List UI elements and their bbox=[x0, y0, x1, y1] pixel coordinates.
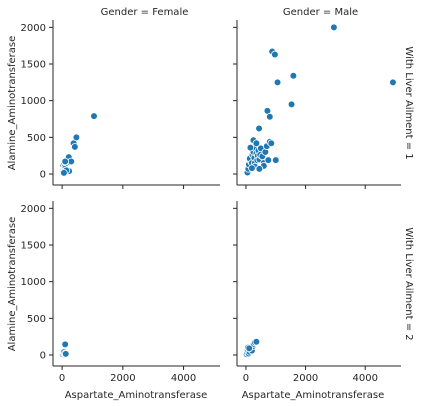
data-point bbox=[265, 113, 274, 121]
data-point bbox=[389, 78, 397, 87]
y-tick-label: 2000 bbox=[21, 23, 46, 34]
data-point bbox=[271, 50, 279, 59]
data-point bbox=[248, 164, 256, 172]
data-point bbox=[271, 156, 280, 164]
row-title-ailment-1: With Liver Ailment = 1 bbox=[403, 46, 414, 159]
x-tick-label: 2000 bbox=[293, 373, 318, 384]
data-point bbox=[289, 71, 298, 80]
data-point bbox=[72, 133, 81, 142]
facet-panel-1 bbox=[233, 20, 401, 189]
y-axis-label-top: Alamine_Aminotransferase bbox=[7, 36, 18, 171]
facet-panel-2: 0 500 1000 1500 2000 0 2000 4000 bbox=[21, 201, 220, 384]
x-tick-label: 4000 bbox=[171, 373, 196, 384]
facet-panel-3: 0 2000 4000 bbox=[233, 201, 401, 384]
data-point bbox=[60, 169, 68, 177]
data-point bbox=[90, 112, 98, 120]
x-axis-label-right: Aspartate_Aminotransferase bbox=[242, 390, 385, 401]
x-axis-label-left: Aspartate_Aminotransferase bbox=[65, 390, 208, 401]
row-title-ailment-2: With Liver Ailment = 2 bbox=[403, 227, 414, 340]
data-point bbox=[330, 23, 338, 32]
data-point bbox=[264, 156, 273, 164]
y-tick-label: 1000 bbox=[21, 96, 46, 107]
x-tick-label: 0 bbox=[243, 373, 249, 384]
column-title-female: Gender = Female bbox=[101, 7, 189, 18]
data-point bbox=[61, 350, 70, 358]
x-tick-label: 4000 bbox=[352, 373, 377, 384]
data-point bbox=[267, 139, 276, 148]
data-point bbox=[61, 157, 69, 166]
data-point bbox=[71, 143, 79, 151]
data-point bbox=[245, 344, 254, 353]
data-point bbox=[61, 340, 69, 349]
data-point bbox=[252, 139, 261, 148]
y-tick-label: 1000 bbox=[21, 277, 46, 288]
y-tick-label: 0 bbox=[40, 351, 46, 362]
y-tick-label: 1500 bbox=[21, 60, 46, 71]
facet-panel-0: 0 500 1000 1500 2000 bbox=[21, 20, 220, 189]
y-tick-label: 1500 bbox=[21, 241, 46, 252]
data-point bbox=[273, 78, 282, 87]
data-point bbox=[246, 143, 255, 152]
x-tick-label: 2000 bbox=[110, 373, 135, 384]
facet-panels: 0 500 1000 1500 2000 0 500 1000 1500 2000 0 2000 400… bbox=[21, 20, 401, 384]
column-title-male: Gender = Male bbox=[283, 7, 358, 18]
y-axis-label-bottom: Alamine_Aminotransferase bbox=[7, 217, 18, 352]
y-tick-label: 500 bbox=[27, 314, 46, 325]
y-tick-label: 2000 bbox=[21, 204, 46, 215]
data-point bbox=[255, 124, 263, 133]
data-point bbox=[255, 165, 264, 173]
x-tick-label: 0 bbox=[59, 373, 65, 384]
y-tick-label: 500 bbox=[27, 133, 46, 144]
data-point bbox=[252, 337, 261, 346]
data-point bbox=[287, 100, 296, 109]
y-tick-label: 0 bbox=[40, 170, 46, 181]
